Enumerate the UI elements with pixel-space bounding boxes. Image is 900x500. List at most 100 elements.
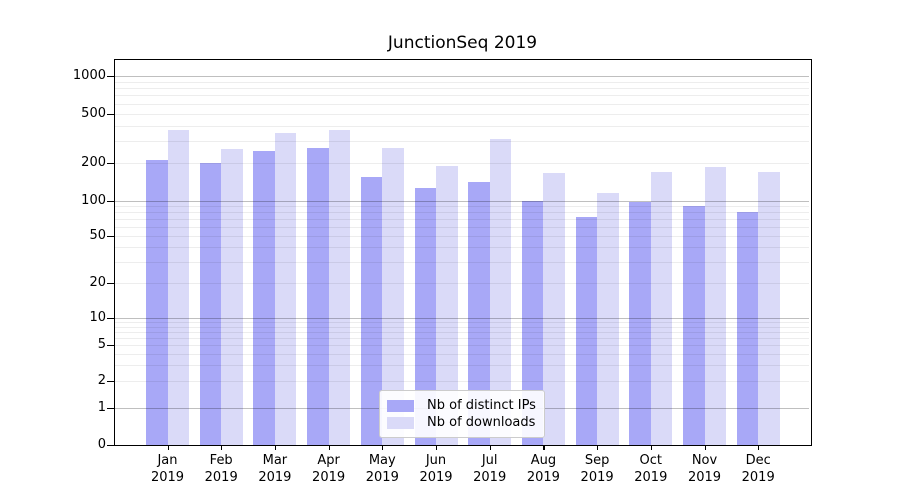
x-tick-may-2019 xyxy=(382,446,384,450)
x-tick-jan-2019 xyxy=(167,446,169,450)
bar-nb-of-downloads-apr-2019 xyxy=(328,129,351,445)
bar-nb-of-downloads-jul-2019 xyxy=(489,139,512,445)
x-tick-label-sep-2019: Sep 2019 xyxy=(580,453,614,485)
x-tick-label-aug-2019: Aug 2019 xyxy=(526,453,560,485)
y-tick-label-0: 0 xyxy=(97,437,106,452)
gridline-minor xyxy=(115,95,809,97)
gridline-minor xyxy=(115,113,809,115)
y-tick-label-1: 1 xyxy=(97,399,106,415)
y-tick-label-20: 20 xyxy=(89,274,106,290)
y-tick-50 xyxy=(107,235,114,238)
x-tick-mar-2019 xyxy=(274,446,277,450)
gridline-minor xyxy=(115,344,809,346)
legend-label-downloads: Nb of downloads xyxy=(427,415,536,430)
y-tick-label-1000: 1000 xyxy=(72,68,106,83)
gridline-minor xyxy=(115,337,809,339)
bar-nb-of-distinct-ips-nov-2019 xyxy=(683,205,705,445)
x-tick-label-oct-2019: Oct 2019 xyxy=(634,453,668,485)
y-tick-0 xyxy=(107,445,114,447)
bar-nb-of-downloads-sep-2019 xyxy=(597,192,619,445)
bar-nb-of-distinct-ips-aug-2019 xyxy=(521,200,544,445)
gridline-major-100 xyxy=(115,200,809,202)
y-tick-20 xyxy=(107,282,114,284)
bar-nb-of-downloads-aug-2019 xyxy=(543,173,565,445)
x-tick-jun-2019 xyxy=(436,446,438,450)
x-tick-jul-2019 xyxy=(489,446,491,450)
bar-nb-of-distinct-ips-jan-2019 xyxy=(146,160,168,445)
x-tick-apr-2019 xyxy=(328,446,330,450)
legend-swatch-distinct-ips xyxy=(387,399,414,412)
gridline-major-10 xyxy=(115,318,809,319)
x-tick-aug-2019 xyxy=(543,446,545,450)
bar-nb-of-distinct-ips-mar-2019 xyxy=(253,151,275,445)
legend-item-distinct-ips: Nb of distinct IPs xyxy=(387,397,536,414)
gridline-minor xyxy=(115,81,809,83)
bar-nb-of-downloads-may-2019 xyxy=(382,147,404,445)
gridline-minor xyxy=(115,163,809,164)
x-tick-label-jan-2019: Jan 2019 xyxy=(150,453,185,485)
bar-nb-of-distinct-ips-apr-2019 xyxy=(307,147,329,445)
gridline-minor xyxy=(115,226,809,228)
bar-nb-of-downloads-nov-2019 xyxy=(704,167,726,445)
gridline-minor xyxy=(115,326,809,328)
chart-title: JunctionSeq 2019 xyxy=(387,33,538,53)
y-tick-2 xyxy=(107,380,114,382)
bar-nb-of-distinct-ips-feb-2019 xyxy=(199,163,222,445)
gridline-minor xyxy=(115,380,809,382)
x-tick-label-jun-2019: Jun 2019 xyxy=(419,453,453,485)
bar-nb-of-distinct-ips-oct-2019 xyxy=(629,202,651,445)
bar-nb-of-distinct-ips-sep-2019 xyxy=(575,217,598,445)
x-tick-label-jul-2019: Jul 2019 xyxy=(473,453,507,485)
x-tick-feb-2019 xyxy=(221,446,223,450)
bar-nb-of-downloads-feb-2019 xyxy=(221,148,243,445)
legend-label-distinct-ips: Nb of distinct IPs xyxy=(427,398,536,413)
y-tick-label-5: 5 xyxy=(97,336,106,352)
x-tick-sep-2019 xyxy=(597,446,599,450)
y-tick-100 xyxy=(107,200,114,202)
gridline-minor xyxy=(115,125,809,127)
bar-nb-of-downloads-oct-2019 xyxy=(650,171,673,445)
gridline-minor xyxy=(115,205,809,207)
gridline-minor xyxy=(115,235,809,237)
x-tick-label-nov-2019: Nov 2019 xyxy=(687,453,722,485)
bar-nb-of-downloads-jan-2019 xyxy=(167,129,189,445)
gridline-major-1000 xyxy=(115,76,809,77)
x-tick-label-feb-2019: Feb 2019 xyxy=(204,453,238,485)
gridline-minor xyxy=(115,218,809,220)
gridline-minor xyxy=(115,141,809,143)
y-tick-label-200: 200 xyxy=(81,155,106,170)
y-tick-10 xyxy=(107,318,114,320)
y-tick-label-2: 2 xyxy=(97,372,106,388)
x-tick-label-may-2019: May 2019 xyxy=(365,453,399,485)
bar-nb-of-distinct-ips-dec-2019 xyxy=(736,211,759,445)
gridline-minor xyxy=(115,88,809,90)
gridline-minor xyxy=(115,211,809,213)
x-tick-nov-2019 xyxy=(704,446,706,450)
y-tick-1 xyxy=(107,407,114,409)
y-tick-200 xyxy=(107,163,114,165)
gridline-minor xyxy=(115,353,809,355)
gridline-minor xyxy=(115,364,809,366)
x-tick-label-apr-2019: Apr 2019 xyxy=(312,453,346,485)
y-tick-1000 xyxy=(107,76,114,78)
gridline-minor xyxy=(115,247,809,249)
gridline-minor xyxy=(115,261,809,263)
y-tick-500 xyxy=(107,113,114,115)
bar-nb-of-downloads-mar-2019 xyxy=(274,132,297,445)
legend-swatch-downloads xyxy=(387,416,414,429)
y-tick-label-500: 500 xyxy=(81,105,106,121)
legend: Nb of distinct IPs Nb of downloads xyxy=(379,390,545,438)
bar-nb-of-distinct-ips-jun-2019 xyxy=(414,188,436,445)
y-tick-label-100: 100 xyxy=(81,192,106,208)
gridline-minor xyxy=(115,331,809,333)
bar-nb-of-downloads-dec-2019 xyxy=(758,172,780,445)
x-tick-label-dec-2019: Dec 2019 xyxy=(741,453,775,485)
gridline-minor xyxy=(115,322,809,324)
y-tick-5 xyxy=(107,344,114,347)
x-tick-label-mar-2019: Mar 2019 xyxy=(258,453,292,485)
x-tick-oct-2019 xyxy=(650,446,652,450)
bar-nb-of-distinct-ips-jul-2019 xyxy=(468,182,490,445)
legend-item-downloads: Nb of downloads xyxy=(387,414,535,431)
gridline-minor xyxy=(115,282,809,284)
